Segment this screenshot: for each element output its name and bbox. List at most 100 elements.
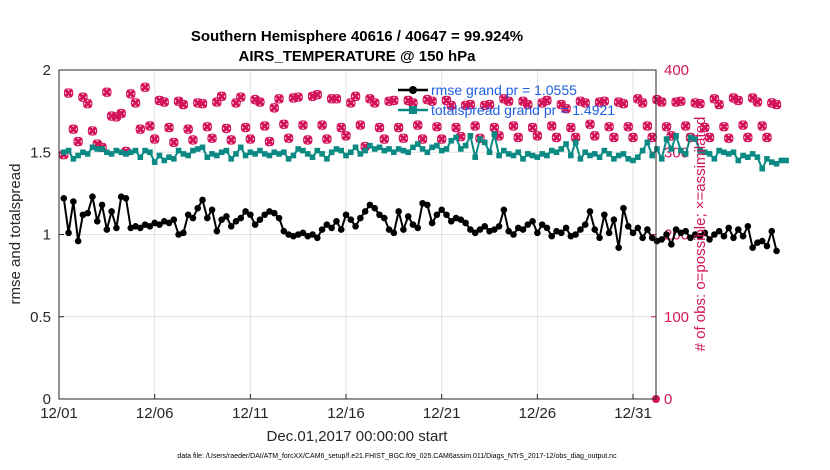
obs-possible-point — [197, 98, 208, 109]
obs-assimilated-point — [451, 122, 461, 133]
totalspread-point — [304, 151, 311, 157]
rmse-point — [433, 211, 441, 219]
totalspread-point — [371, 146, 378, 152]
obs-assimilated-point — [623, 122, 633, 132]
rmse-point — [180, 229, 187, 237]
obs-assimilated-point — [274, 94, 284, 104]
obs-assimilated-point — [499, 94, 509, 104]
totalspread-point — [233, 151, 239, 157]
obs-possible-point — [427, 96, 437, 107]
totalspread-point — [266, 152, 273, 159]
rmse-point — [203, 214, 211, 222]
obs-assimilated-point — [283, 133, 294, 143]
totalspread-point — [654, 146, 660, 152]
rmse-point — [538, 221, 546, 228]
rmse-point — [390, 229, 398, 237]
x-tick-label: 12/26 — [519, 405, 557, 422]
obs-possible-point — [604, 121, 614, 132]
totalspread-point — [625, 156, 632, 162]
obs-assimilated-point — [374, 122, 385, 133]
totalspread-point — [773, 160, 780, 167]
obs-assimilated-point — [657, 97, 667, 107]
obs-assimilated-point — [551, 132, 562, 143]
totalspread-point — [156, 152, 163, 159]
rmse-point — [428, 219, 436, 227]
rmse-point — [380, 214, 388, 222]
totalspread-point — [596, 154, 603, 160]
totalspread-point — [524, 151, 531, 157]
rmse-point — [60, 195, 68, 202]
totalspread-point — [242, 152, 249, 159]
obs-assimilated-point — [719, 122, 729, 132]
totalspread-point — [697, 147, 703, 154]
obs-assimilated-point — [159, 97, 169, 107]
totalspread-point — [572, 139, 579, 146]
obs-assimilated-point — [700, 122, 710, 133]
totalspread-point — [137, 154, 144, 160]
obs-assimilated-point — [704, 132, 715, 143]
totalspread-point — [658, 156, 665, 162]
totalspread-point — [295, 146, 301, 152]
totalspread-point — [496, 152, 502, 159]
rmse-point — [543, 224, 551, 232]
totalspread-point — [118, 149, 124, 156]
totalspread-point — [223, 147, 230, 154]
obs-possible-point — [522, 99, 533, 110]
rmse-point — [342, 211, 350, 219]
rmse-point — [500, 206, 508, 214]
totalspread-point — [429, 144, 435, 151]
rmse-point — [491, 226, 498, 233]
obs-assimilated-point — [350, 91, 361, 101]
totalspread-point — [749, 151, 756, 157]
obs-possible-point — [623, 121, 634, 132]
obs-possible-point — [169, 137, 179, 148]
obs-possible-point — [714, 99, 724, 110]
obs-assimilated-point — [465, 99, 476, 110]
obs-assimilated-point — [738, 120, 748, 130]
rmse-point — [467, 226, 474, 233]
totalspread-point — [673, 133, 679, 139]
totalspread-point — [558, 146, 565, 152]
rmse-point — [682, 227, 689, 235]
obs-assimilated-point — [298, 120, 308, 130]
obs-possible-point — [87, 126, 98, 136]
totalspread-point — [271, 149, 278, 156]
totalspread-point — [194, 146, 201, 152]
obs-assimilated-point — [547, 121, 557, 131]
obs-possible-point — [470, 121, 480, 131]
rmse-series — [60, 193, 780, 255]
totalspread-point — [108, 151, 115, 157]
obs-possible-point — [451, 122, 461, 133]
data-file-footer: data file: /Users/raeder/DAI/ATM_forcXX/… — [177, 453, 617, 460]
totalspread-point — [601, 147, 608, 154]
rmse-point — [734, 226, 742, 233]
obs-assimilated-point — [432, 122, 442, 132]
obs-possible-point — [609, 132, 619, 143]
rmse-point — [103, 226, 111, 233]
y-tick-label: 0 — [43, 391, 51, 408]
totalspread-point — [491, 131, 498, 137]
rmse-point — [232, 218, 240, 225]
rmse-point — [223, 213, 230, 220]
obs-possible-point — [465, 99, 476, 110]
totalspread-point — [520, 156, 526, 162]
obs-possible-point — [503, 96, 514, 107]
totalspread-point — [725, 151, 732, 157]
rmse-point — [376, 211, 383, 219]
totalspread-point — [285, 156, 292, 162]
rmse-point — [605, 229, 613, 237]
obs-possible-point — [704, 132, 715, 143]
obs-possible-point — [743, 132, 753, 143]
rmse-point — [510, 231, 517, 238]
obs-assimilated-point — [714, 99, 724, 110]
obs-possible-point — [245, 134, 256, 144]
obs-possible-point — [374, 122, 385, 133]
rmse-point — [404, 213, 412, 220]
x-tick-label: 12/16 — [327, 405, 365, 422]
totalspread-point — [678, 147, 684, 154]
totalspread-point — [386, 146, 392, 152]
chart-subtitle: AIRS_TEMPERATURE @ 150 hPa — [239, 48, 477, 65]
totalspread-point — [376, 144, 383, 151]
rmse-point — [529, 218, 536, 225]
totalspread-point — [132, 147, 139, 154]
